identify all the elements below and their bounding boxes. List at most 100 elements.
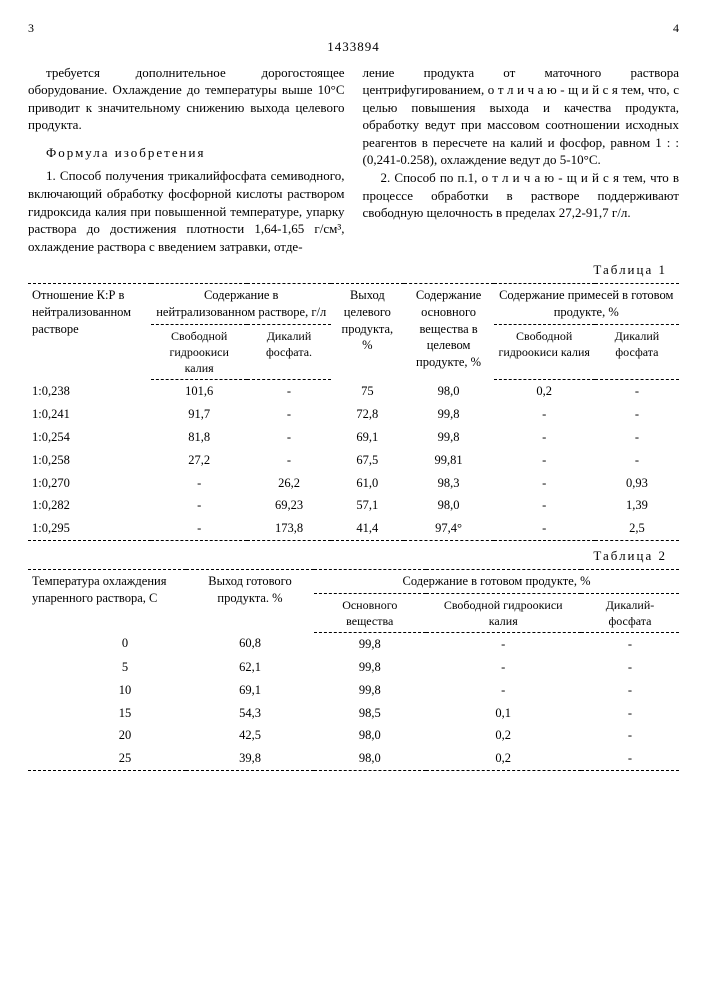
table-cell: 1:0,295 [28, 517, 151, 540]
t1-h2: Содержание в нейтрализованном растворе, … [151, 283, 331, 324]
table-cell: 98,3 [404, 472, 494, 495]
table-cell: 98,0 [404, 380, 494, 403]
table-cell: 2,5 [595, 517, 679, 540]
table-cell: - [151, 517, 247, 540]
table-cell: 0,2 [426, 747, 581, 770]
claim-2: 2. Способ по п.1, о т л и ч а ю - щ и й … [363, 169, 680, 222]
table-cell: 42,5 [186, 724, 314, 747]
table-cell: 61,0 [331, 472, 404, 495]
table-cell: 69,1 [186, 679, 314, 702]
doc-number: 1433894 [28, 38, 679, 56]
table-cell: - [494, 517, 595, 540]
table-cell: - [494, 472, 595, 495]
left-column: требуется дополнительное дорогостоящее о… [28, 64, 345, 255]
table-cell: - [247, 380, 331, 403]
t2-h1: Температура охлаждения упаренного раство… [28, 569, 186, 632]
table-cell: 0,2 [426, 724, 581, 747]
table-cell: 99,8 [404, 403, 494, 426]
table-cell: 1:0,282 [28, 494, 151, 517]
table-cell: 99,8 [314, 632, 426, 655]
table-row: 1:0,25827,2-67,599,81-- [28, 449, 679, 472]
table-cell: 10 [28, 679, 186, 702]
table-cell: - [247, 426, 331, 449]
table-cell: - [494, 426, 595, 449]
t1-h5: Содержание примесей в готовом продукте, … [494, 283, 680, 324]
table-2: Температура охлаждения упаренного раство… [28, 569, 679, 772]
table-cell: 98,5 [314, 702, 426, 725]
table-row: 1069,199,8-- [28, 679, 679, 702]
table-cell: 54,3 [186, 702, 314, 725]
claim-1: 1. Способ получения трикалийфосфата семи… [28, 167, 345, 255]
table-cell: 0,2 [494, 380, 595, 403]
right-column: ление продукта от маточного раствора цен… [363, 64, 680, 255]
table-cell: - [581, 632, 679, 655]
t1-h1: Отношение К:Р в нейтрализованном раствор… [28, 283, 151, 379]
table-cell: 1:0,258 [28, 449, 151, 472]
table-cell: 67,5 [331, 449, 404, 472]
table-cell: 1:0,241 [28, 403, 151, 426]
table-cell: 39,8 [186, 747, 314, 770]
table-cell: 27,2 [151, 449, 247, 472]
table2-caption: Таблица 2 [28, 547, 667, 565]
table-row: 060,899,8-- [28, 632, 679, 655]
table-cell: 60,8 [186, 632, 314, 655]
table-row: 1:0,270-26,261,098,3-0,93 [28, 472, 679, 495]
table-cell: - [581, 702, 679, 725]
table-cell: - [595, 403, 679, 426]
t2-sh3c: Дикалий-фосфата [581, 593, 679, 632]
table-1: Отношение К:Р в нейтрализованном раствор… [28, 283, 679, 541]
table-row: 1:0,25481,8-69,199,8-- [28, 426, 679, 449]
table-cell: - [426, 656, 581, 679]
table-cell: - [426, 679, 581, 702]
t1-h4: Содержание основного вещества в целевом … [404, 283, 494, 379]
table-cell: 0 [28, 632, 186, 655]
table-cell: 69,23 [247, 494, 331, 517]
table-cell: 57,1 [331, 494, 404, 517]
left-paragraph: требуется дополнительное дорогостоящее о… [28, 64, 345, 134]
table-cell: 69,1 [331, 426, 404, 449]
table-cell: 98,0 [314, 747, 426, 770]
table-cell: 75 [331, 380, 404, 403]
t1-sh5b: Дикалий фосфата [595, 324, 679, 380]
table-row: 1:0,238101,6-7598,00,2- [28, 380, 679, 403]
table-cell: 99,8 [314, 656, 426, 679]
table-cell: 0,1 [426, 702, 581, 725]
table-cell: 81,8 [151, 426, 247, 449]
table-cell: 101,6 [151, 380, 247, 403]
table-cell: 99,8 [314, 679, 426, 702]
table-cell: 20 [28, 724, 186, 747]
table-cell: - [581, 724, 679, 747]
t2-sh3a: Основного вещества [314, 593, 426, 632]
right-paragraph-a: ление продукта от маточного раствора цен… [363, 64, 680, 169]
table-row: 1:0,282-69,2357,198,0-1,39 [28, 494, 679, 517]
table-cell: 91,7 [151, 403, 247, 426]
table-cell: 1:0,238 [28, 380, 151, 403]
table-row: 2042,598,00,2- [28, 724, 679, 747]
table-cell: - [595, 380, 679, 403]
table-cell: 98,0 [314, 724, 426, 747]
t2-sh3b: Свободной гидроокиси калия [426, 593, 581, 632]
table-cell: 1:0,270 [28, 472, 151, 495]
table-cell: - [494, 403, 595, 426]
formula-title: Формула изобретения [28, 144, 345, 162]
t1-h3: Выход целевого продукта, % [331, 283, 404, 379]
table-cell: 97,4° [404, 517, 494, 540]
table-cell: 173,8 [247, 517, 331, 540]
table-cell: 99,8 [404, 426, 494, 449]
table-cell: - [247, 449, 331, 472]
table-row: 1:0,24191,7-72,899,8-- [28, 403, 679, 426]
t1-sh2a: Свободной гидроокиси калия [151, 324, 247, 380]
page-numbers: 3 4 [28, 20, 679, 36]
table-cell: 72,8 [331, 403, 404, 426]
table-cell: - [595, 449, 679, 472]
page-right: 4 [673, 20, 679, 36]
table-cell: - [151, 472, 247, 495]
table-cell: 25 [28, 747, 186, 770]
table-cell: 99,81 [404, 449, 494, 472]
table1-caption: Таблица 1 [28, 261, 667, 279]
table-cell: 98,0 [404, 494, 494, 517]
table-cell: - [581, 747, 679, 770]
t2-h2: Выход готового продукта. % [186, 569, 314, 632]
table-cell: - [581, 679, 679, 702]
table-cell: 41,4 [331, 517, 404, 540]
